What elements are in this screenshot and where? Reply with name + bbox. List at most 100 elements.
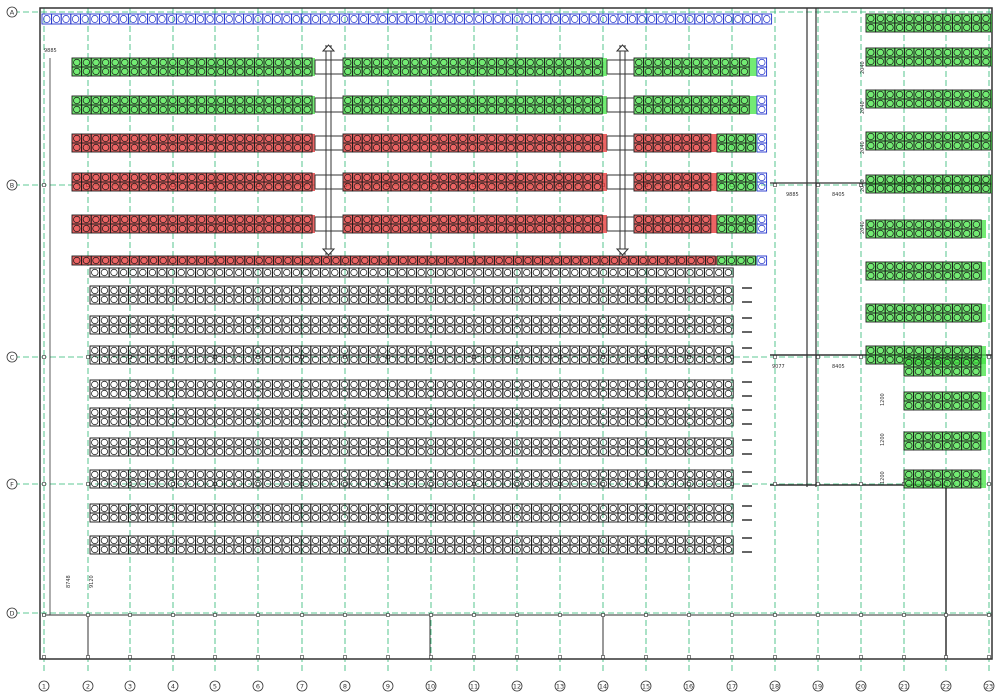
rack-unit-icon <box>245 134 254 143</box>
column-post <box>429 355 433 359</box>
rack-unit-icon <box>217 96 225 105</box>
rack-unit-icon <box>551 15 560 23</box>
rack-unit-icon <box>545 96 554 105</box>
rack-unit-icon <box>571 15 579 23</box>
rack-unit-icon <box>187 325 195 334</box>
dimension-label: 8405 <box>832 364 845 370</box>
rack-unit-icon <box>536 58 544 67</box>
rack-unit-icon <box>372 182 381 191</box>
rack-unit-icon <box>92 173 100 182</box>
rack-unit-icon <box>705 325 713 334</box>
rack-unit-icon <box>169 182 177 191</box>
rack-unit-icon <box>711 58 720 67</box>
rack-unit-icon <box>303 256 311 265</box>
rack-unit-icon <box>188 96 196 105</box>
rack-unit-icon <box>149 256 158 265</box>
rack-unit-icon <box>149 173 158 182</box>
rack-unit-icon <box>592 142 603 153</box>
rack-unit-icon <box>756 66 768 77</box>
rack-unit-icon <box>236 215 244 224</box>
rack-unit-icon <box>158 15 166 23</box>
rack-unit-icon <box>420 58 429 67</box>
column-post <box>343 613 347 617</box>
rack-unit-icon <box>353 215 362 224</box>
rack-unit-icon <box>702 224 710 233</box>
rack-unit-icon <box>303 215 311 224</box>
rack-unit-icon <box>293 58 302 67</box>
rack-unit-icon <box>303 173 311 182</box>
rack-unit-icon <box>159 173 167 182</box>
rack-unit-icon <box>235 295 243 304</box>
rack-unit-icon <box>503 295 512 304</box>
rack-unit-icon <box>110 295 118 304</box>
rack-unit-icon <box>430 215 438 224</box>
rack-unit-icon <box>303 58 311 67</box>
rack-unit-icon <box>167 316 176 325</box>
rack-unit-icon <box>361 256 369 265</box>
rack-unit-icon <box>178 58 187 67</box>
rack-unit-icon <box>274 224 283 233</box>
rack-unit-icon <box>446 325 454 334</box>
dimension-label: 9885 <box>786 192 799 198</box>
double-arrow-icon <box>321 44 336 52</box>
rack-unit-icon <box>158 325 166 334</box>
column-post <box>902 655 906 659</box>
rack-unit-icon <box>436 286 445 295</box>
rack-unit-icon <box>236 105 244 114</box>
rack-unit-icon <box>718 224 726 233</box>
rack-unit-icon <box>592 104 603 115</box>
rack-unit-icon <box>440 215 448 224</box>
column-post <box>300 482 304 486</box>
rack-unit-icon <box>92 215 100 224</box>
rack-unit-icon <box>737 143 745 152</box>
rack-unit-icon <box>673 58 681 67</box>
rack-unit-icon <box>350 325 358 334</box>
column-post <box>902 613 906 617</box>
rack-unit-icon <box>507 134 515 143</box>
rack-unit-icon <box>758 182 766 191</box>
rack-unit-icon <box>244 15 253 23</box>
rack-unit-icon <box>411 67 419 76</box>
rack-unit-icon <box>564 96 573 105</box>
rack-unit-icon <box>516 105 525 114</box>
rack-unit-icon <box>593 224 602 233</box>
rack-unit-icon <box>274 182 283 191</box>
rack-unit-icon <box>647 15 656 23</box>
rack-unit-icon <box>494 286 502 295</box>
rack-unit-icon <box>226 256 235 265</box>
rack-unit-icon <box>644 58 653 67</box>
rack-unit-icon <box>283 325 291 334</box>
rack-unit-icon <box>654 182 662 191</box>
rack-unit-icon <box>468 224 477 233</box>
rack-unit-icon <box>702 143 710 152</box>
rack-unit-icon <box>369 316 377 325</box>
rack-unit-icon <box>340 295 349 304</box>
rack-unit-icon <box>322 256 331 265</box>
rack-unit-icon <box>601 256 609 265</box>
rack-unit-icon <box>692 173 701 182</box>
rack-unit-icon <box>363 224 371 233</box>
column-axis-label: 7 <box>300 683 304 691</box>
column-post <box>773 613 777 617</box>
rack-unit-icon <box>756 142 768 153</box>
rack-unit-icon <box>468 182 477 191</box>
rack-unit-icon <box>411 134 419 143</box>
column-post <box>859 655 863 659</box>
rack-unit-icon <box>217 105 225 114</box>
rack-unit-icon <box>468 143 477 152</box>
rack-unit-icon <box>372 67 381 76</box>
rack-unit-icon <box>572 256 580 265</box>
rack-unit-icon <box>638 15 646 23</box>
rack-unit-icon <box>638 316 646 325</box>
rack-unit-icon <box>667 316 675 325</box>
rack-unit-icon <box>254 286 262 295</box>
rack-unit-icon <box>293 134 302 143</box>
rack-unit-icon <box>159 105 167 114</box>
rack-unit-icon <box>401 96 410 105</box>
rack-unit-icon <box>516 67 525 76</box>
rack-unit-icon <box>657 15 665 23</box>
rack-unit-icon <box>532 286 541 295</box>
rack-unit-icon <box>516 224 525 233</box>
rack-unit-icon <box>73 224 81 233</box>
rack-unit-icon <box>592 181 603 192</box>
